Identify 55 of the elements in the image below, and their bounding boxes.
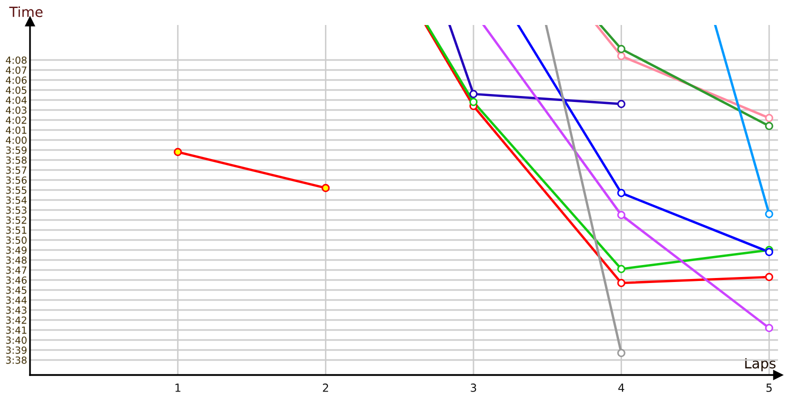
point: [617, 52, 626, 60]
point: [765, 210, 774, 218]
point: [617, 278, 626, 288]
y-tick-label: 4:04: [6, 96, 27, 104]
y-axis-title: Time: [9, 6, 43, 18]
x-tick-label: 1: [176, 384, 180, 392]
y-tick-label: 4:06: [6, 76, 27, 84]
x-tick-label: 4: [618, 384, 624, 392]
y-tick-label: 4:00: [6, 136, 27, 144]
point: [469, 90, 478, 98]
y-tick-label: 4:08: [6, 56, 27, 64]
y-tick-label: 3:55: [6, 186, 26, 194]
y-tick-label: 3:41: [6, 326, 26, 334]
y-tick-label: 3:58: [6, 156, 27, 164]
y-tick-label: 3:52: [6, 216, 26, 224]
point: [617, 44, 626, 54]
y-tick-label: 3:45: [6, 286, 26, 294]
y-tick-label: 4:01: [6, 126, 26, 134]
point: [617, 188, 626, 198]
x-axis-title: Laps: [745, 358, 776, 372]
y-tick-label: 3:54: [6, 196, 27, 204]
y-tick-label: 3:59: [6, 146, 27, 154]
point: [174, 148, 182, 156]
y-tick-label: 3:38: [6, 356, 27, 364]
y-tick-label: 3:48: [6, 256, 27, 264]
point: [617, 264, 626, 274]
y-tick-label: 3:42: [6, 316, 26, 324]
y-tick-label: 3:56: [6, 176, 27, 184]
point: [617, 348, 626, 358]
y-tick-label: 3:47: [6, 266, 26, 274]
y-tick-label: 3:46: [6, 276, 27, 284]
y-tick-label: 3:51: [6, 226, 26, 234]
y-tick-label: 4:03: [6, 106, 26, 114]
point: [322, 184, 330, 192]
point: [765, 324, 774, 332]
y-tick-label: 3:43: [6, 306, 26, 314]
y-tick-label: 3:40: [6, 336, 27, 344]
y-tick-label: 3:39: [6, 346, 27, 354]
y-tick-label: 3:44: [6, 296, 27, 304]
point: [617, 210, 626, 220]
y-tick-label: 4:07: [6, 66, 26, 74]
point: [765, 272, 774, 282]
y-tick-label: 4:05: [6, 86, 26, 94]
y-tick-label: 3:57: [6, 166, 26, 174]
point: [765, 114, 774, 122]
y-tick-label: 3:50: [6, 236, 27, 244]
x-tick-label: 2: [322, 384, 328, 392]
y-tick-label: 3:49: [6, 246, 27, 254]
y-tick-label: 3:53: [6, 206, 26, 214]
point: [469, 98, 478, 106]
point: [765, 122, 774, 130]
y-tick-label: 4:02: [6, 116, 26, 124]
point: [617, 100, 626, 108]
x-tick-label: 3: [470, 384, 476, 392]
x-tick-label: 5: [766, 384, 772, 392]
